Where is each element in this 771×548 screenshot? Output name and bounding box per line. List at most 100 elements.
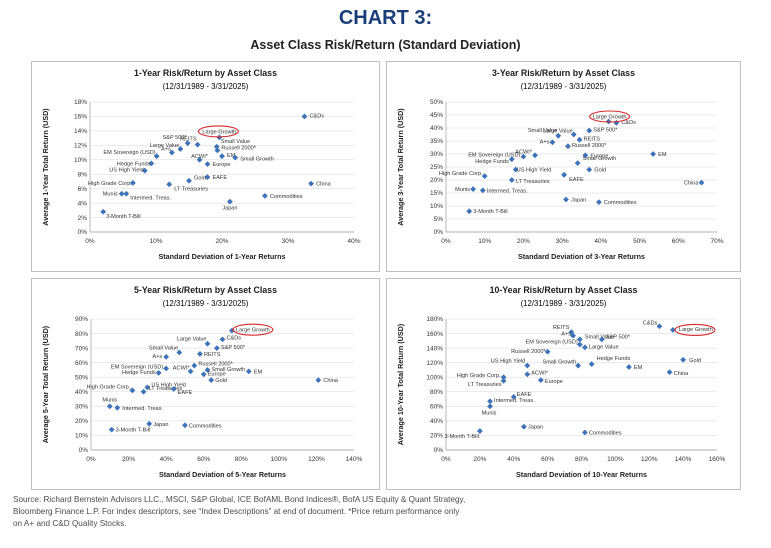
x-tick-label: 70% <box>710 238 723 245</box>
y-tick-label: 50% <box>430 99 443 106</box>
data-label: LT Treasuries <box>468 382 502 388</box>
data-point <box>118 190 125 197</box>
data-point <box>213 345 220 352</box>
data-label: REITS <box>553 325 570 331</box>
data-point <box>512 166 519 173</box>
data-point <box>470 186 476 192</box>
data-point <box>163 353 170 360</box>
data-label: 3-Month T-Bill <box>116 428 150 434</box>
data-label: Hedge Funds <box>117 161 151 167</box>
x-tick-label: 100% <box>271 456 288 463</box>
chart-svg-3-year: 3-Year Risk/Return by Asset Class (12/31/… <box>396 68 724 261</box>
y-tick-label: 0% <box>434 229 444 236</box>
data-point <box>191 362 198 369</box>
data-label: EM Sovereign (USD) <box>103 150 155 156</box>
data-label: Intermed. Treas. <box>130 196 171 202</box>
data-label: Gold <box>594 168 606 174</box>
data-point <box>204 367 211 373</box>
chart-subtitle: (12/31/1989 - 3/31/2025) <box>163 299 249 308</box>
data-label: High Grade Corp. <box>457 373 501 379</box>
y-tick-label: 2% <box>78 215 88 222</box>
data-point <box>575 362 582 369</box>
data-label: Munis <box>102 397 117 403</box>
data-label: 3-Month T-Bill <box>473 209 507 215</box>
data-label: EM <box>658 152 667 158</box>
x-axis-label: Standard Deviation of 10-Year Returns <box>516 470 647 479</box>
data-label: Munis <box>482 410 497 416</box>
data-label: Europe <box>545 379 563 385</box>
data-label: US High Yield <box>151 382 186 388</box>
data-label: Commodities <box>604 200 637 206</box>
x-tick-label: 10% <box>149 238 162 245</box>
chart-subtitle: (12/31/1989 - 3/31/2025) <box>163 82 249 91</box>
data-point <box>163 365 170 372</box>
data-point <box>130 179 136 186</box>
data-point <box>598 336 605 343</box>
data-label: ACWI* <box>173 365 191 371</box>
data-label: Europe <box>212 162 230 168</box>
data-point <box>155 369 162 376</box>
data-point <box>650 151 657 157</box>
data-point <box>563 196 569 203</box>
page-title: CHART 3: <box>338 7 433 29</box>
data-label: Small Growth <box>583 156 617 162</box>
y-tick-label: 90% <box>75 316 88 323</box>
data-label: A+s <box>540 139 550 145</box>
data-point <box>301 113 308 120</box>
data-point <box>153 153 160 160</box>
x-axis-label: Standard Deviation of 1-Year Returns <box>158 252 285 261</box>
data-point <box>626 364 632 370</box>
data-label: Large Growth <box>593 115 627 121</box>
data-point <box>576 341 583 348</box>
data-point <box>204 161 211 168</box>
data-point <box>698 179 705 186</box>
chart-title: 10-Year Risk/Return by Asset Class <box>490 285 638 295</box>
data-point <box>582 152 589 159</box>
data-label: China <box>316 182 332 188</box>
data-label: REITS <box>180 137 197 143</box>
chart-panel-3-year: 3-Year Risk/Return by Asset Class (12/31/… <box>386 61 741 272</box>
data-label: US High Yield <box>491 359 526 365</box>
data-point <box>219 336 226 343</box>
chart-svg-1-year: 1-Year Risk/Return by Asset Class (12/31/… <box>41 68 361 261</box>
y-tick-label: 14% <box>74 128 87 135</box>
data-point <box>106 403 113 410</box>
data-point <box>581 429 588 436</box>
y-tick-label: 10% <box>430 203 443 210</box>
data-label: EAFE <box>569 177 584 183</box>
data-label: REITS <box>204 352 221 358</box>
x-tick-label: 30% <box>281 238 294 245</box>
data-label: LT Treasuries <box>149 386 183 392</box>
data-point <box>476 428 483 434</box>
data-point <box>196 156 203 163</box>
data-point <box>596 199 602 205</box>
data-point <box>586 127 593 134</box>
x-tick-label: 30% <box>556 238 569 245</box>
data-label: EAFE <box>212 175 227 181</box>
data-label: EM <box>254 369 263 375</box>
data-label: Intermed. Treas. <box>122 406 163 412</box>
data-point <box>197 351 203 357</box>
data-point <box>219 153 225 160</box>
x-tick-label: 0% <box>441 456 451 463</box>
data-point <box>123 190 130 197</box>
data-label: Europe <box>208 371 226 377</box>
data-point <box>129 387 136 394</box>
data-label: US High Yield <box>517 168 552 174</box>
data-label: S&P 500* <box>606 334 631 340</box>
x-tick-label: 40% <box>160 456 173 463</box>
chart-title: 5-Year Risk/Return by Asset Class <box>134 285 277 295</box>
data-point <box>204 174 211 181</box>
grid-group <box>91 318 354 451</box>
y-tick-label: 6% <box>78 186 88 193</box>
data-label: C&Ds <box>643 320 658 326</box>
grid-group <box>90 101 354 233</box>
y-tick-label: 4% <box>78 200 88 207</box>
data-label: EM <box>634 365 643 371</box>
data-point <box>166 181 173 188</box>
data-point <box>666 369 673 376</box>
y-tick-label: 80% <box>75 331 88 338</box>
chart-panel-1-year: 1-Year Risk/Return by Asset Class (12/31/… <box>31 61 380 272</box>
data-point <box>586 166 593 173</box>
data-label: S&P 500* <box>593 128 618 134</box>
